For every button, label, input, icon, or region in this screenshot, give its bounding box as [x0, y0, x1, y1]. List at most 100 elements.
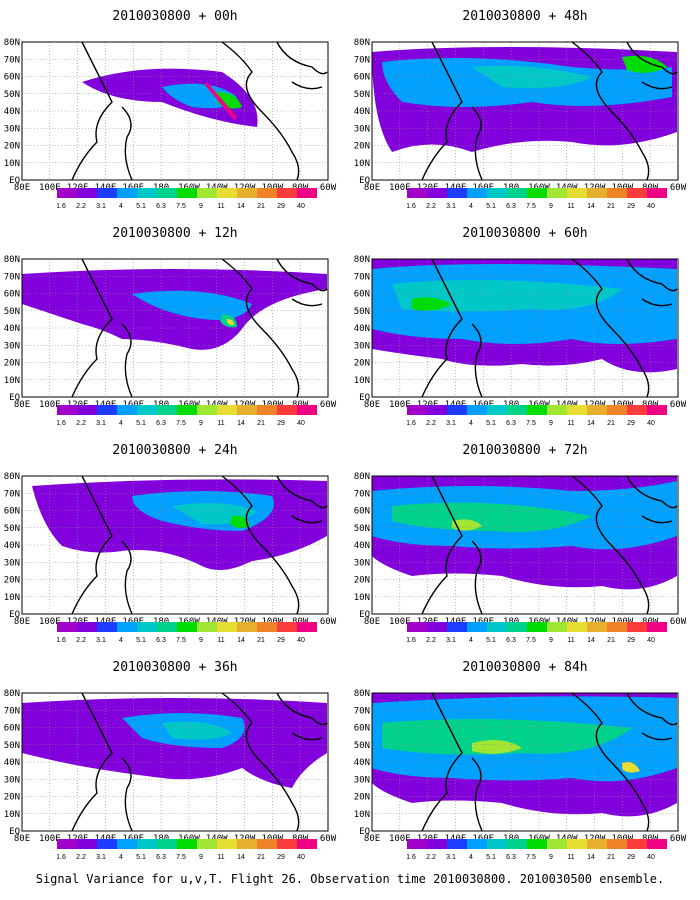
colorbar-label: 11: [567, 203, 574, 210]
colorbar-swatch: [647, 188, 667, 198]
colorbar-swatch: [427, 405, 447, 415]
variance-contour: [132, 290, 252, 320]
lat-tick-label: 50N: [4, 307, 20, 317]
colorbar-label: 5.1: [486, 203, 496, 210]
colorbar-swatch: [297, 839, 317, 849]
colorbar-swatch: [277, 622, 297, 632]
colorbar-label: 2.2: [426, 854, 436, 861]
colorbar-swatch: [427, 839, 447, 849]
colorbar-swatch: [217, 405, 237, 415]
colorbar-label: 29: [627, 637, 635, 644]
colorbar-label: 5.1: [136, 420, 146, 427]
colorbar-swatch: [217, 622, 237, 632]
map-plot: 80N70N60N50N40N30N20N10NEQ80E100E120E140…: [354, 689, 687, 844]
lon-tick-label: 60W: [320, 400, 337, 410]
colorbar-swatch: [97, 839, 117, 849]
colorbar-swatch: [117, 839, 137, 849]
map-frame: [371, 475, 679, 615]
lon-tick-label: 60W: [670, 617, 687, 627]
coastline: [626, 41, 678, 75]
lon-tick-label: 80E: [364, 834, 380, 844]
lon-tick-label: 80E: [14, 183, 30, 193]
colorbar-label: 6.3: [506, 203, 516, 210]
colorbar-swatch: [447, 839, 467, 849]
colorbar-label: 40: [297, 854, 305, 861]
coastline: [571, 41, 650, 181]
lat-tick-label: 30N: [4, 124, 20, 134]
lat-tick-label: 40N: [354, 107, 370, 117]
lon-tick-label: 80E: [364, 400, 380, 410]
colorbar-label: 9: [199, 854, 203, 861]
colorbar-label: 2.2: [426, 637, 436, 644]
colorbar-swatch: [97, 188, 117, 198]
lat-tick-label: 10N: [354, 376, 370, 386]
colorbar-label: 40: [297, 203, 305, 210]
colorbar-swatch: [467, 839, 487, 849]
colorbar-swatch: [407, 188, 427, 198]
lon-tick-label: 60W: [670, 183, 687, 193]
colorbar-swatch: [57, 405, 77, 415]
lat-tick-label: 30N: [4, 775, 20, 785]
colorbar: 1.6 2.2 3.1 4 5.1 6.3 7.5 9 11 14 21 29 40: [407, 839, 667, 861]
lat-tick-label: 70N: [4, 55, 20, 65]
coastline: [221, 475, 300, 615]
colorbar-label: 9: [199, 420, 203, 427]
lat-tick-label: 70N: [4, 272, 20, 282]
map-frame: [21, 475, 329, 615]
colorbar-label: 2.2: [76, 420, 86, 427]
colorbar-label: 5.1: [486, 637, 496, 644]
colorbar-swatch: [197, 188, 217, 198]
colorbar-label: 5.1: [136, 637, 146, 644]
lat-tick-label: 80N: [354, 472, 370, 482]
colorbar-swatch: [587, 188, 607, 198]
colorbar-swatch: [587, 839, 607, 849]
colorbar-swatch: [467, 405, 487, 415]
colorbar-label: 21: [607, 203, 615, 210]
lon-tick-label: 80E: [364, 617, 380, 627]
colorbar-swatch: [57, 839, 77, 849]
coastline: [421, 41, 463, 181]
colorbar-label: 5.1: [486, 420, 496, 427]
map-panel: 2010030800 + 48h 80N 70N 60N 50N 40N 30N 20N 10N…: [350, 0, 700, 225]
panel-title: 2010030800 + 48h: [462, 9, 588, 24]
lat-tick-label: 70N: [4, 489, 20, 499]
colorbar-label: 1.6: [407, 420, 416, 427]
colorbar-swatch: [487, 405, 507, 415]
lat-tick-label: 80N: [354, 255, 370, 265]
colorbar-swatch: [177, 839, 197, 849]
colorbar-swatch: [547, 188, 567, 198]
lat-tick-label: 40N: [354, 324, 370, 334]
colorbar-swatch: [137, 839, 157, 849]
colorbar-swatch: [587, 405, 607, 415]
colorbar-label: 5.1: [136, 203, 146, 210]
colorbar-swatch: [467, 622, 487, 632]
coastline: [276, 258, 328, 292]
lat-tick-label: 10N: [354, 810, 370, 820]
colorbar-label: 14: [587, 420, 595, 427]
colorbar-swatch: [547, 622, 567, 632]
colorbar-label: 4: [119, 637, 123, 644]
colorbar-label: 1.6: [57, 203, 66, 210]
colorbar-label: 4: [119, 203, 123, 210]
variance-contour: [230, 515, 250, 529]
map-plot: 80N70N60N50N40N30N20N10NEQ80E100E120E140…: [354, 38, 687, 193]
lat-tick-label: 70N: [354, 272, 370, 282]
colorbar-label: 7.5: [526, 854, 536, 861]
colorbar-label: 6.3: [156, 637, 166, 644]
lat-tick-label: 60N: [354, 724, 370, 734]
lat-tick-label: 30N: [4, 341, 20, 351]
map-frame: [371, 692, 679, 832]
colorbar-swatch: [567, 622, 587, 632]
colorbar-swatch: [277, 839, 297, 849]
colorbar-label: 21: [607, 637, 615, 644]
colorbar-label: 4: [469, 420, 473, 427]
lat-tick-label: 50N: [4, 90, 20, 100]
colorbar-swatch: [567, 188, 587, 198]
map-panel: 2010030800 + 12h 80N 70N 60N 50N 40N 30N 20N 10N…: [0, 217, 350, 442]
coastline: [121, 757, 133, 832]
coastline: [626, 692, 678, 726]
colorbar: 1.6 2.2 3.1 4 5.1 6.3 7.5 9 11 14 21 29 40: [57, 839, 317, 861]
colorbar: 1.6 2.2 3.1 4 5.1 6.3 7.5 9 11 14 21 29 40: [407, 405, 667, 427]
colorbar-swatch: [567, 839, 587, 849]
lat-tick-label: EQ: [9, 827, 20, 837]
